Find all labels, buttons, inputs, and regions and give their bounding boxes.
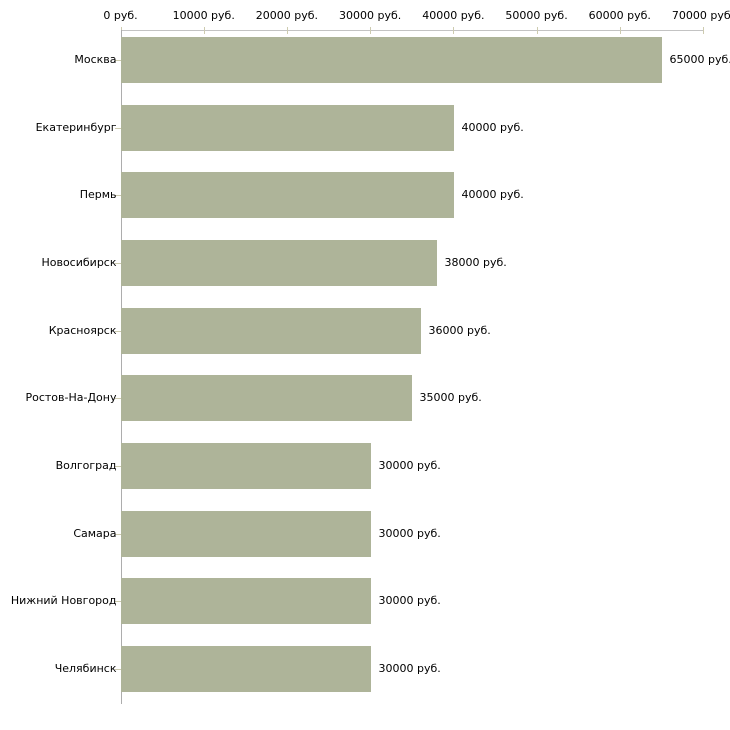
bar <box>121 172 454 218</box>
value-label: 40000 руб. <box>461 121 524 134</box>
bar <box>121 646 371 692</box>
x-axis-tick-label: 20000 руб. <box>255 9 319 22</box>
category-label: Самара <box>73 527 117 540</box>
category-tick <box>114 128 121 129</box>
category-label: Красноярск <box>48 324 117 337</box>
x-axis-tick-label: 60000 руб. <box>588 9 651 22</box>
category-label: Пермь <box>79 188 117 201</box>
category-label: Ростов-На-Дону <box>25 391 117 404</box>
category-label: Волгоград <box>55 459 117 472</box>
bar <box>121 105 454 151</box>
value-label: 30000 руб. <box>378 594 441 607</box>
y-axis-line <box>120 30 122 704</box>
category-tick <box>114 195 121 196</box>
bar <box>121 443 371 489</box>
category-tick <box>114 398 121 399</box>
x-axis-tick-label: 40000 руб. <box>422 9 485 22</box>
x-axis-tick <box>370 27 372 34</box>
category-tick <box>114 534 121 535</box>
category-label: Новосибирск <box>41 256 117 269</box>
x-axis-tick <box>453 27 455 34</box>
x-axis-tick-label: 70000 руб. <box>671 9 730 22</box>
bar <box>121 308 421 354</box>
x-axis-tick-label: 0 руб. <box>103 9 138 22</box>
category-label: Челябинск <box>54 662 117 675</box>
bar <box>121 240 437 286</box>
bar <box>121 375 412 421</box>
value-label: 38000 руб. <box>444 256 507 269</box>
value-label: 40000 руб. <box>461 188 524 201</box>
x-axis-tick-label: 10000 руб. <box>172 9 235 22</box>
x-axis-tick <box>536 27 538 34</box>
value-label: 30000 руб. <box>378 527 441 540</box>
bar <box>121 578 371 624</box>
x-axis-tick <box>619 27 621 34</box>
value-label: 35000 руб. <box>419 391 482 404</box>
bar <box>121 511 371 557</box>
value-label: 36000 руб. <box>428 324 491 337</box>
value-label: 30000 руб. <box>378 662 441 675</box>
category-tick <box>114 669 121 670</box>
x-axis-tick <box>703 27 704 34</box>
category-label: Нижний Новгород <box>10 594 117 607</box>
category-tick <box>114 60 121 61</box>
category-tick <box>114 466 121 467</box>
category-tick <box>114 263 121 264</box>
x-axis-tick-label: 30000 руб. <box>339 9 402 22</box>
category-tick <box>114 601 121 602</box>
bar <box>121 37 662 83</box>
x-axis-tick-label: 50000 руб. <box>505 9 568 22</box>
x-axis-line <box>120 30 703 31</box>
value-label: 30000 руб. <box>378 459 441 472</box>
category-tick <box>114 331 121 332</box>
value-label: 65000 руб. <box>669 53 730 66</box>
x-axis-tick <box>286 27 288 34</box>
category-label: Москва <box>74 53 117 66</box>
category-label: Екатеринбург <box>35 121 117 134</box>
x-axis-tick <box>203 27 205 34</box>
